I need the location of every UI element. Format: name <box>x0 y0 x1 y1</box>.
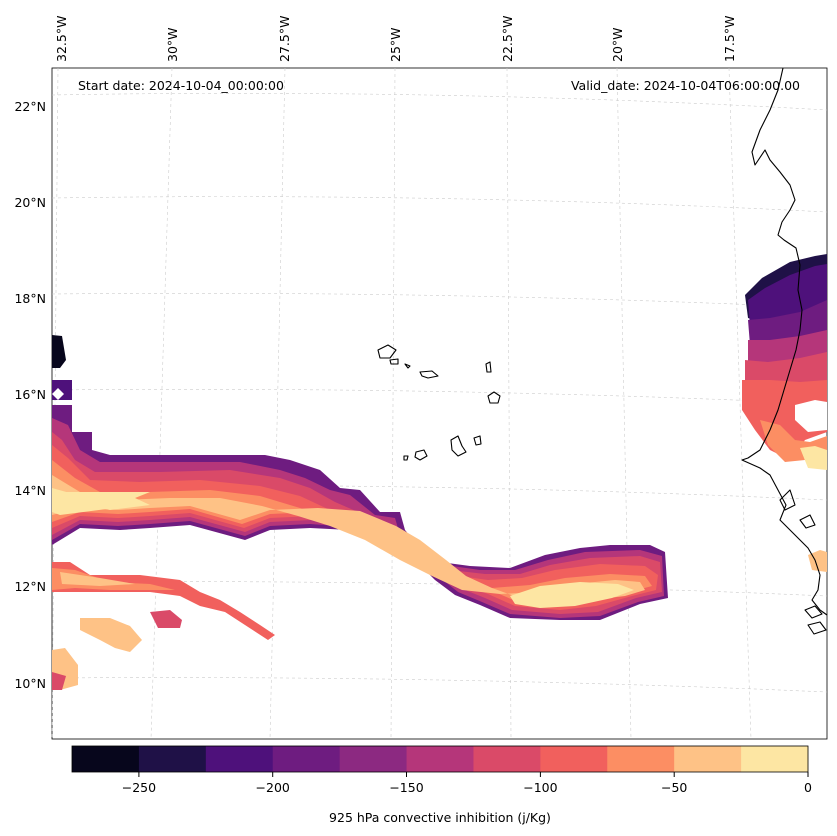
lon-label-32-5w: 32.5°W <box>54 16 69 62</box>
cin-contour-east-orange <box>742 380 827 460</box>
colorbar-swatch <box>674 746 742 772</box>
africa-coastline <box>741 67 828 616</box>
lat-label-10n: 10°N <box>14 676 46 691</box>
colorbar-tick-label-m100: −100 <box>523 780 557 795</box>
cape-verde-sao-nicolau <box>419 370 439 379</box>
colorbar-swatch <box>205 746 274 772</box>
cin-contour-band-orange <box>52 445 658 610</box>
lat-gridline-20n <box>51 196 828 213</box>
colorbar-swatch <box>741 746 809 772</box>
colorbar-swatch <box>72 746 140 772</box>
lat-labels: 22°N 20°N 18°N 16°N 14°N 12°N 10°N <box>14 99 46 691</box>
map-plot-area <box>51 67 828 740</box>
cin-contour-band-light-west <box>52 488 130 515</box>
lon-gridline-20w <box>616 67 632 740</box>
colorbar-tick-label-0: 0 <box>804 780 812 795</box>
lat-label-20n: 20°N <box>14 195 46 210</box>
lat-label-12n: 12°N <box>14 579 46 594</box>
lon-label-27-5w: 27.5°W <box>277 16 292 62</box>
cape-verde-santiago <box>450 435 467 457</box>
lat-gridline-16n <box>51 388 828 405</box>
cin-contour-south-patch-red <box>150 610 182 628</box>
africa-coast-islands <box>779 489 827 635</box>
lon-label-17-5w: 17.5°W <box>722 16 737 62</box>
start-date-annotation: Start date: 2024-10-04_00:00:00 <box>78 78 284 93</box>
lat-gridline-22n <box>51 93 828 111</box>
cin-contour-east-light <box>800 446 827 470</box>
lon-gridline-22-5w <box>506 67 512 740</box>
colorbar-tick-label-m250: −250 <box>122 780 156 795</box>
lon-gridline-30w <box>150 67 173 740</box>
colorbar-swatch <box>138 746 207 772</box>
colorbar: −250 −200 −150 −100 −50 0 925 hPa convec… <box>71 745 812 825</box>
map-frame <box>51 67 828 740</box>
cin-contour-south-strip-light <box>60 572 135 586</box>
cape-verde-santo-antao <box>377 344 397 359</box>
cape-verde-sal <box>485 361 492 373</box>
lon-label-25w: 25°W <box>388 27 403 62</box>
lon-gridline-32-5w <box>51 67 59 740</box>
colorbar-swatch <box>406 746 474 772</box>
lat-label-16n: 16°N <box>14 387 46 402</box>
cin-contour-southwest-patch-red <box>52 672 66 690</box>
colorbar-tick-label-m200: −200 <box>256 780 290 795</box>
cape-verde-santa-luzia <box>404 363 411 369</box>
cape-verde-brava <box>403 455 409 461</box>
colorbar-swatch <box>339 746 408 772</box>
cin-contour-band-salmon <box>52 460 652 604</box>
colorbar-ticks <box>138 772 809 777</box>
cape-verde-maio <box>473 435 482 446</box>
colorbar-swatch <box>607 746 675 772</box>
cape-verde-sao-vicente <box>389 358 399 365</box>
cin-band-east <box>742 254 827 572</box>
cape-verde-fogo <box>414 449 428 461</box>
valid-date-annotation: Valid_date: 2024-10-04T06:00:00.00 <box>571 78 800 93</box>
cin-contour-northwest-hole <box>52 388 64 400</box>
colorbar-frame <box>71 745 809 773</box>
lat-label-14n: 14°N <box>14 483 46 498</box>
cin-contour-band-peach <box>52 475 645 600</box>
colorbar-label: 925 hPa convective inhibition (j/Kg) <box>329 810 551 825</box>
lon-label-20w: 20°W <box>610 27 625 62</box>
cin-contour-band-light <box>52 490 634 608</box>
colorbar-tick-labels: −250 −200 −150 −100 −50 0 <box>122 780 812 795</box>
cin-band-main <box>52 405 668 620</box>
colorbar-tick-label-m50: −50 <box>661 780 687 795</box>
colorbar-swatch <box>540 746 608 772</box>
lon-labels: 32.5°W 30°W 27.5°W 25°W 22.5°W 20°W 17.5… <box>54 16 737 62</box>
lon-gridline-25w <box>390 67 396 740</box>
cape-verde-boa-vista <box>487 391 501 404</box>
cin-band-south <box>52 562 275 690</box>
colorbar-tick-label-m150: −150 <box>389 780 423 795</box>
lat-gridline-10n <box>51 677 828 693</box>
colorbar-swatches <box>72 746 809 772</box>
lon-gridline-17-5w <box>728 67 752 740</box>
lon-label-22-5w: 22.5°W <box>500 16 515 62</box>
cin-contour-northwest-dark <box>52 335 66 368</box>
cin-contour-east-hole <box>795 400 827 432</box>
lat-gridline-18n <box>51 292 828 309</box>
cin-contour-south-patch <box>80 618 142 652</box>
coastlines <box>377 67 828 635</box>
lon-gridline-27-5w <box>269 67 286 740</box>
lat-label-22n: 22°N <box>14 99 46 114</box>
colorbar-swatch <box>272 746 341 772</box>
colorbar-swatch <box>473 746 541 772</box>
lat-label-18n: 18°N <box>14 291 46 306</box>
lon-label-30w: 30°W <box>165 27 180 62</box>
cin-band-northwest <box>52 335 72 400</box>
